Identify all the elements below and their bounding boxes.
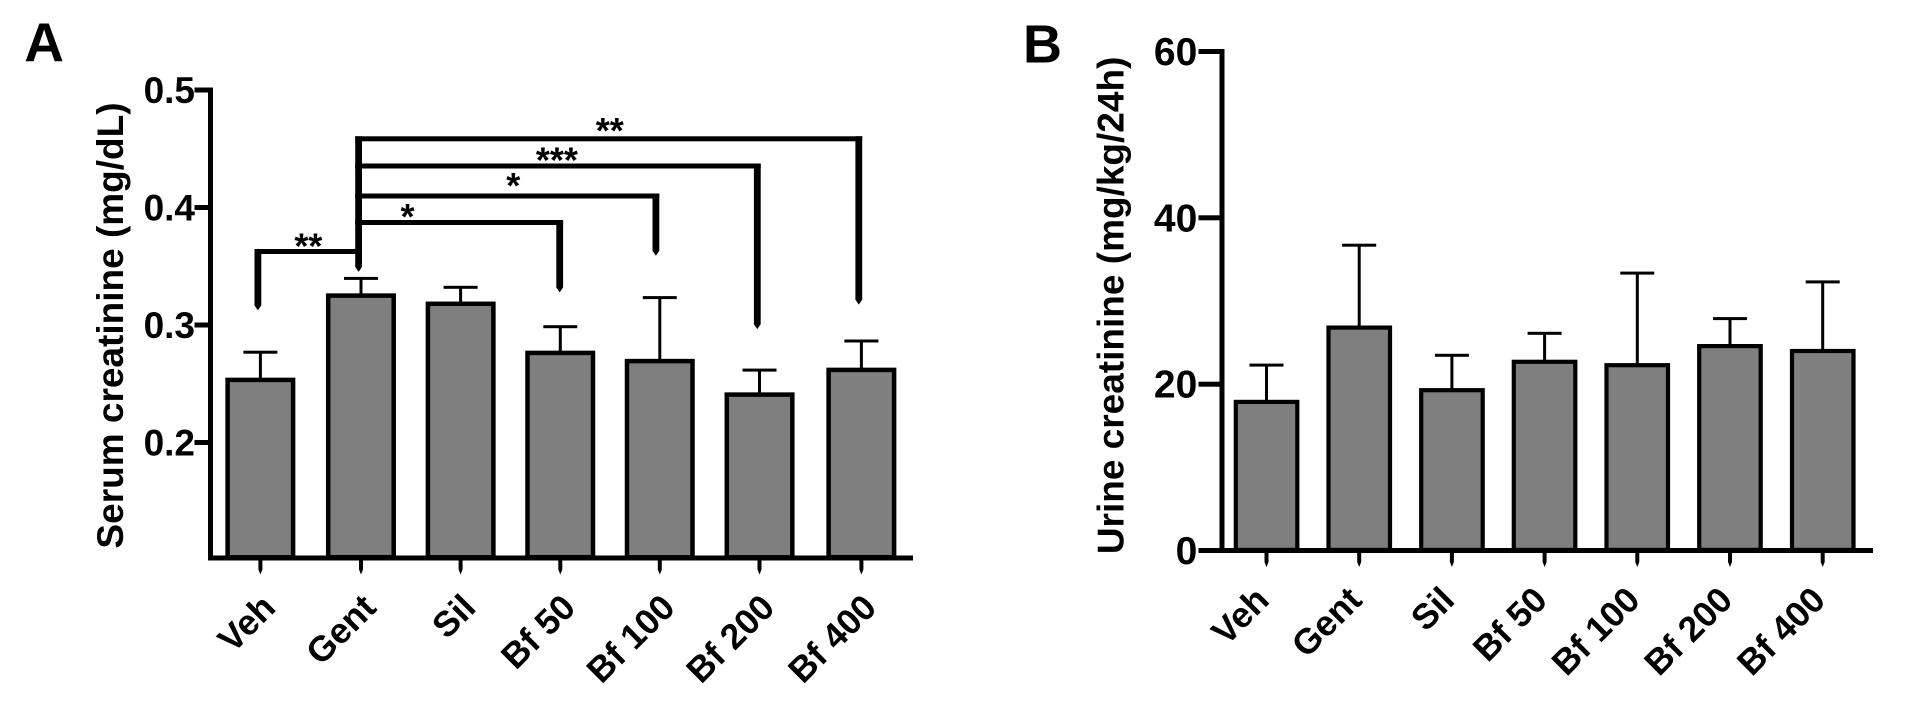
svg-text:*: * xyxy=(506,165,520,206)
svg-text:0.3: 0.3 xyxy=(144,305,195,346)
svg-text:0: 0 xyxy=(1176,530,1198,573)
svg-text:A: A xyxy=(24,11,64,73)
svg-text:60: 60 xyxy=(1154,31,1197,74)
svg-text:40: 40 xyxy=(1154,197,1197,240)
svg-text:**: ** xyxy=(294,226,322,267)
svg-text:*: * xyxy=(400,196,414,237)
svg-text:Urine creatinine (mg/kg/24h): Urine creatinine (mg/kg/24h) xyxy=(1091,57,1132,555)
svg-text:**: ** xyxy=(596,110,624,151)
svg-text:20: 20 xyxy=(1154,364,1197,407)
svg-text:***: *** xyxy=(536,140,578,181)
svg-text:0.4: 0.4 xyxy=(144,188,196,229)
svg-text:0.5: 0.5 xyxy=(144,70,195,111)
svg-text:0.2: 0.2 xyxy=(144,423,195,464)
svg-text:Serum creatinine (mg/dL): Serum creatinine (mg/dL) xyxy=(90,102,131,548)
svg-text:B: B xyxy=(1023,14,1062,74)
